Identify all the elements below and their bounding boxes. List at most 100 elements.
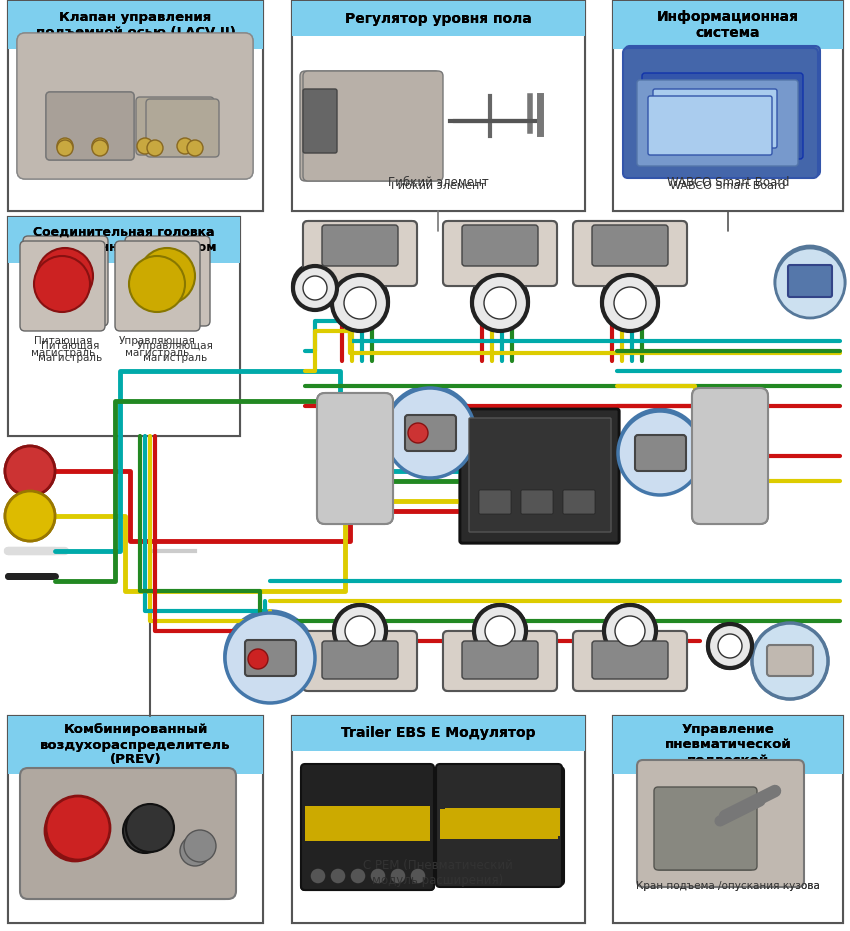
Circle shape	[484, 287, 516, 319]
FancyBboxPatch shape	[115, 241, 200, 331]
FancyBboxPatch shape	[692, 388, 768, 524]
Circle shape	[602, 275, 658, 331]
Circle shape	[248, 649, 268, 669]
FancyBboxPatch shape	[635, 433, 686, 469]
FancyBboxPatch shape	[623, 48, 818, 178]
FancyBboxPatch shape	[405, 415, 456, 451]
FancyBboxPatch shape	[767, 642, 815, 676]
FancyBboxPatch shape	[46, 92, 134, 160]
FancyBboxPatch shape	[625, 46, 820, 176]
Bar	[292, 716, 585, 923]
FancyBboxPatch shape	[301, 764, 434, 890]
Circle shape	[310, 868, 326, 884]
Text: Информационная
система: Информационная система	[657, 10, 799, 40]
Text: Управление
пневматической
подвеской: Управление пневматической подвеской	[665, 723, 791, 766]
Bar	[8, 1, 263, 211]
Bar	[8, 217, 240, 263]
FancyBboxPatch shape	[479, 490, 511, 517]
Text: Гибкий элемент: Гибкий элемент	[388, 177, 489, 190]
Circle shape	[474, 605, 526, 657]
FancyBboxPatch shape	[788, 265, 832, 297]
Circle shape	[34, 256, 90, 312]
Circle shape	[139, 248, 195, 304]
Circle shape	[37, 248, 93, 304]
FancyBboxPatch shape	[317, 393, 393, 524]
Bar	[8, 1, 263, 49]
Circle shape	[775, 246, 845, 316]
Text: С PEM (Пневматический
модуль расширения): С PEM (Пневматический модуль расширения)	[363, 859, 513, 887]
FancyBboxPatch shape	[700, 504, 760, 522]
Circle shape	[474, 605, 526, 657]
FancyBboxPatch shape	[592, 223, 668, 264]
FancyBboxPatch shape	[303, 221, 417, 286]
Circle shape	[303, 274, 327, 298]
FancyBboxPatch shape	[322, 225, 398, 266]
FancyBboxPatch shape	[436, 764, 562, 887]
Circle shape	[615, 616, 645, 646]
Circle shape	[602, 273, 658, 329]
Circle shape	[126, 804, 174, 852]
FancyBboxPatch shape	[325, 504, 385, 522]
Text: Комбинированный
воздухораспределитель
(PREV): Комбинированный воздухораспределитель (P…	[40, 723, 230, 766]
FancyBboxPatch shape	[592, 225, 668, 266]
FancyBboxPatch shape	[637, 760, 804, 887]
Circle shape	[615, 616, 645, 646]
FancyBboxPatch shape	[20, 241, 105, 331]
FancyBboxPatch shape	[637, 80, 798, 166]
FancyBboxPatch shape	[405, 413, 456, 449]
Text: Клапан управления
подъемной осью (LACV II): Клапан управления подъемной осью (LACV I…	[36, 11, 235, 39]
FancyBboxPatch shape	[462, 223, 538, 264]
Circle shape	[184, 830, 216, 862]
Text: Информационная
система: Информационная система	[657, 10, 799, 40]
Bar	[8, 716, 263, 923]
Circle shape	[123, 809, 167, 853]
FancyBboxPatch shape	[573, 631, 687, 691]
Bar	[292, 716, 585, 751]
Bar	[8, 1, 263, 211]
FancyBboxPatch shape	[469, 420, 611, 532]
Bar	[8, 716, 263, 923]
Bar	[475, 461, 605, 481]
FancyBboxPatch shape	[441, 767, 564, 885]
FancyBboxPatch shape	[46, 92, 134, 160]
Circle shape	[5, 491, 55, 541]
Circle shape	[618, 411, 702, 495]
FancyBboxPatch shape	[521, 490, 553, 517]
Bar	[613, 716, 843, 774]
Bar	[292, 1, 585, 211]
Text: Trailer EBS E Модулятор: Trailer EBS E Модулятор	[341, 726, 536, 740]
Circle shape	[618, 409, 702, 493]
Bar	[292, 1, 585, 36]
Circle shape	[147, 140, 163, 156]
Text: Соединительная головка
со встроенным фильтром: Соединительная головка со встроенным фил…	[31, 226, 216, 254]
FancyBboxPatch shape	[443, 221, 557, 286]
FancyBboxPatch shape	[303, 89, 337, 153]
FancyBboxPatch shape	[653, 89, 777, 148]
Circle shape	[57, 138, 73, 154]
FancyBboxPatch shape	[17, 33, 253, 179]
FancyBboxPatch shape	[563, 490, 595, 517]
FancyBboxPatch shape	[767, 645, 813, 676]
FancyBboxPatch shape	[573, 221, 687, 286]
Text: Питающая
магистраль: Питающая магистраль	[38, 341, 102, 362]
Circle shape	[775, 248, 845, 318]
Circle shape	[604, 605, 656, 657]
Bar	[613, 716, 843, 774]
FancyBboxPatch shape	[322, 223, 398, 264]
FancyBboxPatch shape	[22, 773, 233, 899]
FancyBboxPatch shape	[443, 631, 557, 691]
FancyBboxPatch shape	[322, 641, 398, 679]
FancyBboxPatch shape	[146, 99, 219, 157]
FancyBboxPatch shape	[462, 225, 538, 266]
FancyBboxPatch shape	[462, 641, 538, 679]
Circle shape	[45, 801, 105, 861]
Circle shape	[718, 634, 742, 658]
Bar	[445, 808, 560, 836]
Text: С PEM (Пневматический
модуль расширения): С PEM (Пневматический модуль расширения)	[367, 865, 508, 887]
FancyBboxPatch shape	[245, 640, 296, 676]
FancyBboxPatch shape	[317, 393, 393, 524]
Text: Питающая
магистраль: Питающая магистраль	[31, 336, 95, 358]
Circle shape	[370, 868, 386, 884]
FancyBboxPatch shape	[303, 71, 443, 181]
Text: Соединительная головка
со встроенным фильтром: Соединительная головка со встроенным фил…	[31, 226, 216, 254]
